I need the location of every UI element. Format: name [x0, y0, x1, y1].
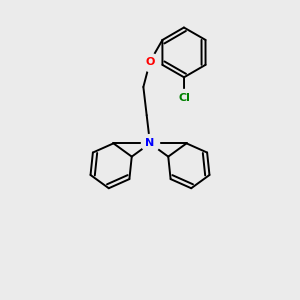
Text: Cl: Cl: [178, 93, 190, 103]
Text: N: N: [146, 138, 154, 148]
Text: O: O: [145, 57, 155, 67]
